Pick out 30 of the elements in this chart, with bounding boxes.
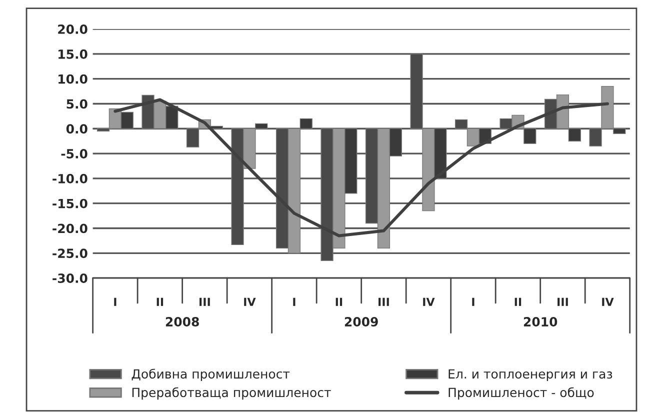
y-tick-label: -5.0 [61, 149, 88, 158]
x-tick-label: II [156, 298, 164, 306]
x-tick-label: I [293, 298, 296, 306]
legend-label: Преработваща промишленост [132, 387, 331, 400]
y-tick-label: 20.0 [58, 24, 88, 34]
text: 2009 [344, 317, 378, 326]
x-tick-label: I [472, 298, 474, 306]
x-tick-label: II [514, 298, 522, 306]
x-tick-label: III [378, 298, 389, 306]
y-tick-label: -10.0 [52, 174, 88, 184]
x-tick-label: IV [602, 298, 614, 306]
text: 2010 [524, 317, 558, 326]
text: 2008 [166, 317, 199, 326]
y-tick-label: 0.0 [66, 124, 88, 134]
y-tick-label: -25.0 [52, 248, 88, 258]
y-tick-label: 15.0 [58, 49, 88, 59]
legend-label: Добивна промишленост [132, 368, 290, 382]
y-tick-label: 5.0 [66, 99, 88, 109]
legend-label: Промишленост - общо [448, 387, 594, 400]
x-tick-label: I [114, 298, 116, 306]
y-tick-label: 10.0 [58, 74, 88, 84]
x-tick-label: II [336, 298, 342, 306]
y-tick-label: -20.0 [52, 224, 88, 234]
y-tick-label: -15.0 [52, 198, 88, 208]
x-tick-label: III [558, 298, 568, 306]
x-tick-label: III [200, 298, 210, 306]
legend-label: Ел. и топлоенергия и газ [448, 369, 612, 382]
y-tick-label: -30.0 [52, 274, 88, 283]
x-tick-label: IV [244, 298, 256, 306]
x-tick-label: IV [423, 298, 435, 306]
